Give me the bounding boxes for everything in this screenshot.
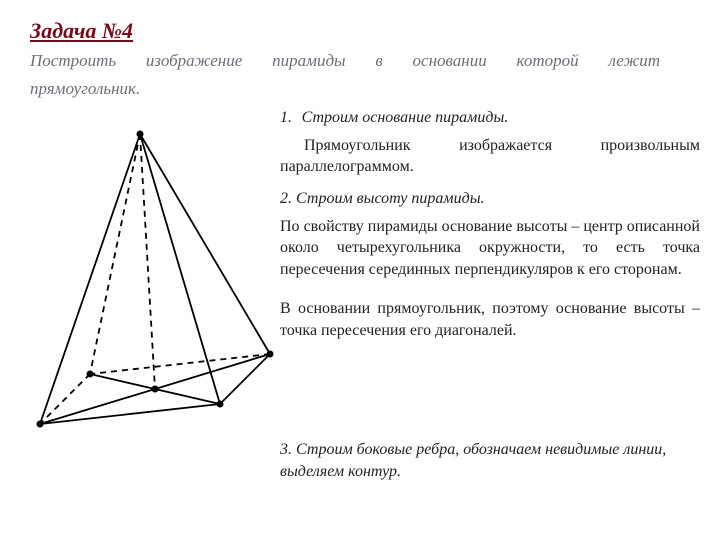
task-subtitle-line1: Построить изображение пирамиды в основан… — [30, 50, 660, 71]
steps-text: 1. Строим основание пирамиды. Прямоуголь… — [280, 99, 700, 355]
step2-label: Строим высоту пирамиды. — [296, 190, 485, 207]
step1-label: Строим основание пирамиды. — [302, 109, 509, 126]
step2-body: По свойству пирамиды основание высоты – … — [280, 216, 700, 281]
step3-label: Строим боковые ребра, обозначаем невидим… — [280, 441, 666, 480]
pyramid-figure — [20, 114, 280, 449]
step1-body: Прямоугольник изображается произвольным … — [280, 135, 700, 178]
step1-heading: 1. Строим основание пирамиды. — [280, 107, 700, 129]
task-subtitle-line2: прямоугольник. — [30, 79, 690, 99]
step2-number: 2. — [280, 190, 292, 207]
slide: Задача №4 Построить изображение пирамиды… — [0, 0, 720, 540]
step2-note: В основании прямоугольник, поэтому основ… — [280, 298, 700, 341]
step3-heading: 3. Строим боковые ребра, обозначаем неви… — [280, 439, 700, 482]
step1-number: 1. — [280, 107, 298, 129]
task-title: Задача №4 — [30, 18, 690, 44]
step2-heading: 2. Строим высоту пирамиды. — [280, 188, 700, 210]
step3-number: 3. — [280, 441, 292, 458]
pyramid-svg — [20, 114, 280, 444]
